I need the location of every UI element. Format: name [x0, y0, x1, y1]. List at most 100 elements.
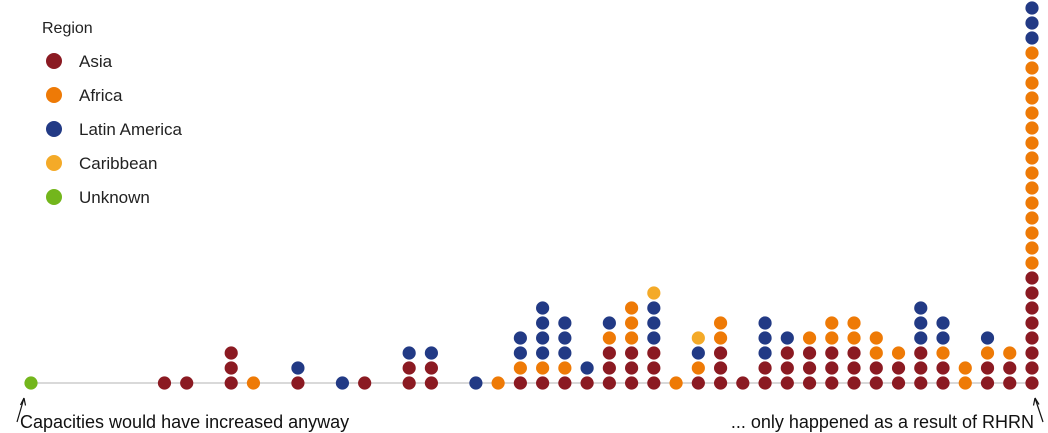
dot-africa: [936, 346, 950, 360]
dot-africa: [669, 376, 683, 390]
dot-latam: [1025, 1, 1039, 15]
dot-caribbean: [691, 331, 705, 345]
legend-label-caribbean: Caribbean: [79, 154, 157, 173]
dot-asia: [402, 376, 416, 390]
legend-swatch-unknown: [46, 189, 62, 205]
dot-latam: [536, 346, 550, 360]
dot-africa: [1025, 61, 1039, 75]
legend-label-unknown: Unknown: [79, 188, 150, 207]
dot-latam: [558, 316, 572, 330]
dot-asia: [1025, 271, 1039, 285]
dot-asia: [625, 376, 639, 390]
dot-africa: [1025, 196, 1039, 210]
dot-africa: [1025, 241, 1039, 255]
dot-asia: [825, 361, 839, 375]
dot-asia: [1025, 316, 1039, 330]
dot-asia: [914, 361, 928, 375]
dot-latam: [914, 316, 928, 330]
dot-asia: [1025, 331, 1039, 345]
dot-asia: [602, 376, 616, 390]
dot-latam: [914, 331, 928, 345]
dot-asia: [647, 346, 661, 360]
legend-swatch-latam: [46, 121, 62, 137]
dot-asia: [936, 361, 950, 375]
dot-africa: [1025, 226, 1039, 240]
dot-africa: [958, 376, 972, 390]
legend-title: Region: [42, 20, 93, 37]
dot-africa: [802, 331, 817, 345]
dot-asia: [647, 361, 661, 375]
dot-africa: [491, 376, 505, 390]
dot-asia: [558, 376, 572, 390]
dot-latam: [780, 331, 794, 345]
dot-asia: [802, 346, 817, 360]
dot-asia: [291, 376, 305, 390]
dot-africa: [536, 361, 550, 375]
dot-latam: [513, 331, 527, 345]
dot-asia: [780, 346, 794, 360]
dot-latam: [1025, 16, 1039, 30]
dot-asia: [580, 376, 594, 390]
dot-latam: [758, 316, 772, 330]
right-annotation: ... only happened as a result of RHRN: [731, 397, 1044, 432]
dot-asia: [758, 361, 772, 375]
dot-asia: [224, 361, 238, 375]
dot-africa: [825, 316, 839, 330]
dot-africa: [1025, 46, 1039, 60]
dot-caribbean: [647, 286, 661, 300]
dot-asia: [825, 346, 839, 360]
dot-asia: [1003, 361, 1017, 375]
dot-africa: [847, 331, 861, 345]
dot-asia: [402, 361, 416, 375]
dot-africa: [1025, 211, 1039, 225]
dot-asia: [536, 376, 550, 390]
dot-asia: [758, 376, 772, 390]
dot-latam: [580, 361, 594, 375]
dot-latam: [758, 346, 772, 360]
dot-africa: [1003, 346, 1017, 360]
dot-africa: [1025, 136, 1039, 150]
dot-asia: [602, 361, 616, 375]
dot-asia: [1003, 376, 1017, 390]
dot-asia: [802, 361, 817, 375]
dot-asia: [980, 376, 995, 390]
dot-africa: [825, 331, 839, 345]
right-annotation-arrowhead: [1032, 397, 1040, 406]
dot-asia: [647, 376, 661, 390]
dot-asia: [825, 376, 839, 390]
dot-africa: [602, 331, 616, 345]
dot-latam: [647, 301, 661, 315]
dot-africa: [1025, 91, 1039, 105]
dot-grid: [24, 1, 1039, 390]
left-annotation: Capacities would have increased anyway: [16, 397, 349, 432]
legend-swatch-africa: [46, 87, 62, 103]
dot-latam: [536, 301, 550, 315]
right-annotation-text: ... only happened as a result of RHRN: [731, 412, 1034, 432]
left-annotation-text: Capacities would have increased anyway: [20, 412, 349, 432]
dot-africa: [958, 361, 972, 375]
dot-unknown: [24, 376, 38, 390]
dot-asia: [736, 376, 750, 390]
dot-africa: [1025, 181, 1039, 195]
dot-latam: [513, 346, 527, 360]
dot-africa: [558, 361, 572, 375]
dot-asia: [224, 376, 238, 390]
dot-africa: [625, 331, 639, 345]
legend-swatch-asia: [46, 53, 62, 69]
legend-label-latam: Latin America: [79, 120, 183, 139]
dot-latam: [335, 376, 350, 390]
dot-asia: [513, 376, 527, 390]
dot-asia: [914, 346, 928, 360]
dot-latam: [980, 331, 995, 345]
dot-asia: [914, 376, 928, 390]
dot-asia: [224, 346, 238, 360]
legend-label-africa: Africa: [79, 86, 123, 105]
dot-asia: [869, 376, 883, 390]
dot-asia: [625, 346, 639, 360]
dot-africa: [713, 316, 728, 330]
left-annotation-arrowhead: [19, 397, 27, 406]
dot-africa: [713, 331, 728, 345]
dot-asia: [869, 361, 883, 375]
dot-asia: [891, 361, 906, 375]
